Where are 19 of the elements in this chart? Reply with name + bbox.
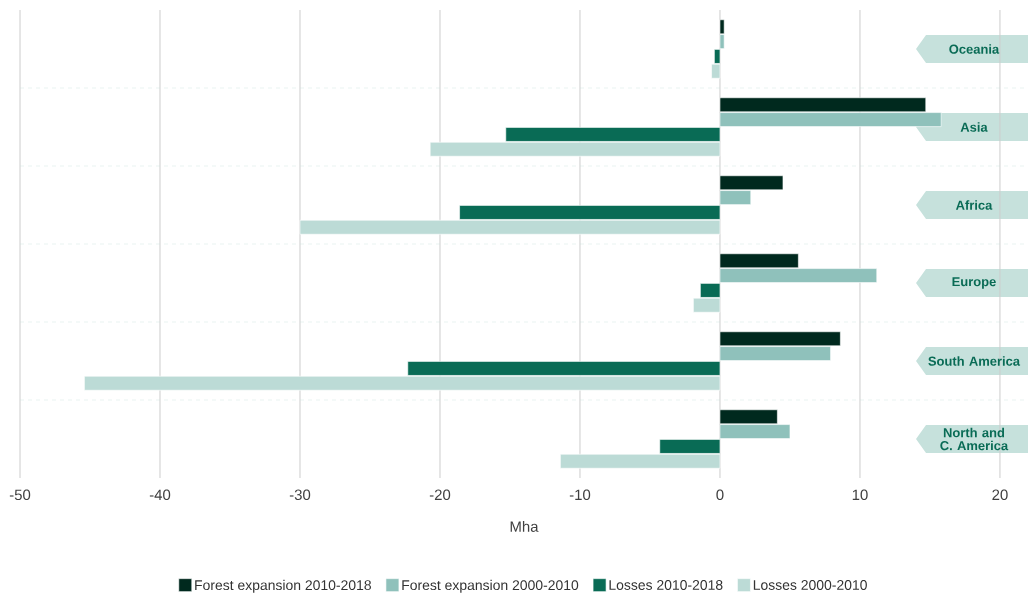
y-tick-label: Asia <box>960 122 988 132</box>
y-tick-label: Africa <box>955 200 993 210</box>
legend-label: Losses 2010-2018 <box>609 580 723 590</box>
x-tick-label: -40 <box>149 489 171 501</box>
x-axis-title: Mha <box>510 520 539 532</box>
x-tick-label: 10 <box>852 489 868 501</box>
legend-label: Forest expansion 2010-2018 <box>195 579 371 593</box>
x-tick-label: -30 <box>289 489 311 501</box>
y-tick-label: South America <box>928 356 1021 366</box>
x-tick-label: 0 <box>716 489 724 501</box>
y-tick-label: North and C. America <box>940 427 1009 451</box>
x-tick-label: -20 <box>429 489 451 501</box>
y-tick-label: Oceania <box>949 44 1000 54</box>
x-tick-label: -10 <box>569 489 591 501</box>
legend-label: Forest expansion 2000-2010 <box>402 579 579 593</box>
x-tick-label: 20 <box>992 489 1008 501</box>
legend-label: Losses 2000-2010 <box>753 580 867 590</box>
x-tick-label: -50 <box>9 489 31 501</box>
y-tick-label: Europe <box>952 277 996 289</box>
